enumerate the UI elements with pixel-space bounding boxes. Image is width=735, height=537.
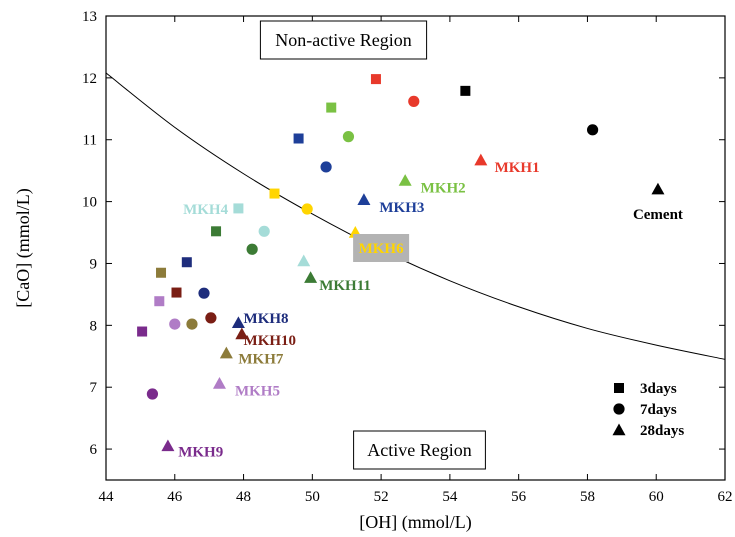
x-tick-label: 54 — [442, 489, 458, 505]
region-label-box — [259, 20, 428, 60]
y-tick-label: 7 — [90, 380, 98, 396]
legend-label: 28days — [640, 423, 684, 439]
point-mkh10-28days — [235, 327, 249, 340]
point-label-mkh5: MKH5 — [235, 383, 280, 399]
point-mkh6-7days — [301, 203, 313, 215]
point-mkh3-28days — [357, 193, 371, 205]
point-mkh9-7days — [146, 388, 159, 400]
point-mkh5-7days — [169, 318, 181, 330]
y-tick-label: 10 — [82, 195, 97, 211]
data-points-layer — [137, 74, 665, 452]
legend: 3days 7days 28days — [612, 381, 684, 439]
point-mkh8-7days — [198, 287, 210, 299]
point-mkh11-3days — [211, 226, 222, 237]
point-mkh2-3days — [326, 102, 337, 113]
point-mkh1-7days — [408, 95, 420, 107]
y-tick-label: 13 — [82, 9, 97, 25]
point-label-mkh4: MKH4 — [183, 202, 228, 218]
y-axis-title: [CaO] (mmol/L) — [13, 188, 34, 307]
plot-frame — [105, 15, 726, 481]
point-mkh3-3days — [293, 133, 304, 144]
y-tick-label: 6 — [90, 442, 98, 458]
point-mkh1-28days — [474, 153, 488, 166]
x-tick-label: 56 — [511, 489, 527, 505]
region-label-box — [353, 430, 486, 470]
point-mkh9-3days — [137, 326, 148, 337]
point-mkh4-7days — [258, 225, 270, 237]
point-label-mkh3: MKH3 — [379, 200, 424, 216]
label-highlight-box — [353, 234, 410, 262]
point-mkh4-3days — [233, 203, 244, 214]
point-mkh10-7days — [205, 312, 217, 324]
point-label-mkh9: MKH9 — [178, 445, 223, 461]
y-tick-label: 8 — [90, 318, 98, 334]
axis-ticks-layer: 44 46 48 50 52 54 56 58 60 62 6 7 8 9 10 11 12 13 — [82, 9, 733, 505]
point-label-mkh2: MKH2 — [421, 180, 466, 196]
legend-label: 3days — [640, 381, 677, 397]
region-label-text: Non-active Region — [275, 30, 411, 50]
x-tick-label: 62 — [718, 489, 733, 505]
x-tick-label: 46 — [167, 489, 183, 505]
point-label-mkh11: MKH11 — [319, 278, 371, 294]
point-mkh2-28days — [398, 174, 412, 186]
x-tick-label: 58 — [580, 489, 595, 505]
y-tick-label: 11 — [83, 133, 97, 149]
point-mkh8-3days — [181, 257, 192, 268]
point-mkh11-7days — [246, 243, 258, 255]
point-label-mkh6: MKH6 — [359, 241, 404, 257]
point-mkh10-3days — [171, 287, 182, 298]
point-cement-7days — [587, 124, 599, 136]
point-cement-28days — [651, 182, 665, 195]
point-label-mkh1: MKH1 — [495, 160, 540, 176]
point-mkh2-7days — [342, 131, 355, 143]
point-mkh11-28days — [304, 271, 318, 283]
point-mkh3-7days — [320, 161, 332, 173]
x-tick-label: 52 — [374, 489, 389, 505]
x-tick-label: 48 — [236, 489, 251, 505]
point-labels-layer: MKH1 MKH2 MKH3 MKH4 MKH5 MKH6 MKH7 MKH8 MKH9 MKH1… — [178, 160, 683, 461]
legend-marker-triangle — [612, 423, 626, 436]
point-mkh7-3days — [156, 267, 167, 278]
point-mkh4-28days — [297, 254, 311, 267]
y-tick-label: 9 — [90, 256, 98, 272]
x-tick-label: 44 — [99, 489, 115, 505]
x-tick-label: 50 — [305, 489, 320, 505]
region-label-active: Active Region — [353, 430, 486, 470]
x-tick-label: 60 — [649, 489, 664, 505]
boundary-curve-layer — [105, 72, 726, 360]
x-axis-title: [OH] (mmol/L) — [359, 512, 471, 533]
point-mkh9-28days — [161, 439, 175, 452]
point-mkh7-7days — [186, 318, 198, 330]
point-mkh8-28days — [231, 316, 245, 329]
point-cement-3days — [460, 85, 471, 96]
point-mkh5-3days — [154, 296, 165, 307]
point-label-cement: Cement — [633, 207, 683, 223]
legend-label: 7days — [640, 402, 677, 418]
legend-marker-circle — [613, 403, 625, 415]
region-label-text: Active Region — [367, 440, 471, 460]
legend-marker-square — [614, 383, 624, 393]
point-label-mkh8: MKH8 — [244, 311, 289, 327]
point-label-mkh10: MKH10 — [244, 333, 296, 349]
point-mkh5-28days — [212, 376, 226, 389]
region-labels-layer: Non-active Region Active Region — [259, 20, 486, 470]
point-mkh1-3days — [370, 74, 381, 85]
boundary-curve — [105, 72, 726, 360]
point-mkh6-3days — [269, 188, 280, 199]
point-mkh7-28days — [219, 346, 233, 359]
y-tick-label: 12 — [82, 71, 97, 87]
region-label-non-active: Non-active Region — [259, 20, 428, 60]
point-label-mkh7: MKH7 — [238, 352, 283, 368]
